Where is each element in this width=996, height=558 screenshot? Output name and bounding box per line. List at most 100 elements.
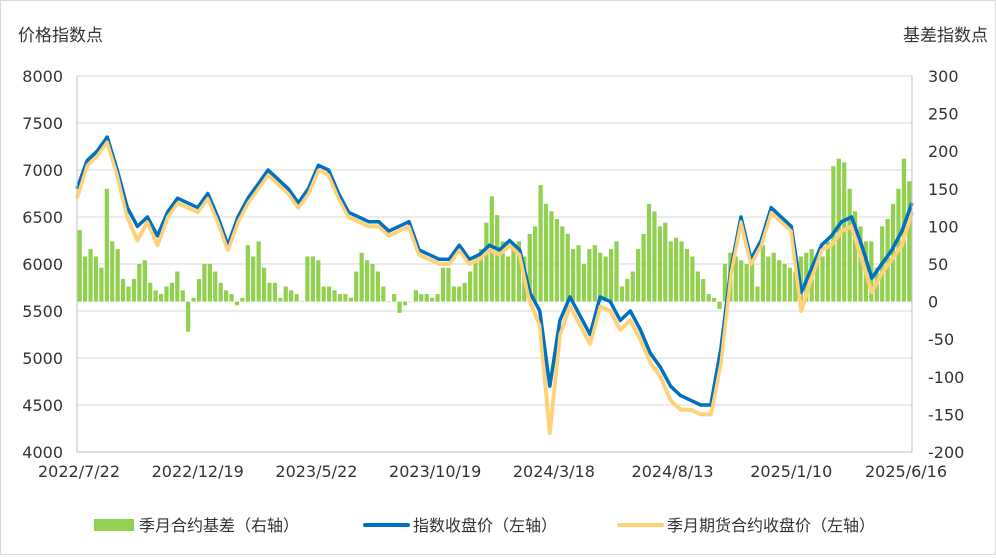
basis-bar [229, 294, 234, 302]
basis-bar [793, 271, 798, 302]
basis-bar [408, 301, 413, 303]
basis-bar [533, 226, 538, 302]
basis-bar [397, 301, 402, 313]
basis-bar [364, 260, 370, 302]
y-right-tick-label: -200 [928, 443, 964, 462]
basis-bar [641, 233, 646, 302]
y-right-tick-label: 300 [928, 67, 959, 86]
basis-bar [120, 279, 126, 302]
x-tick-label: 2024/3/18 [513, 462, 595, 481]
x-tick-label: 2023/5/22 [275, 462, 357, 481]
basis-bar [614, 241, 619, 302]
futures-close-line-overlay [75, 140, 914, 435]
basis-bar [110, 241, 115, 302]
basis-bar [137, 264, 142, 302]
basis-bar [354, 271, 359, 302]
basis-bar [657, 226, 662, 302]
basis-bar [858, 226, 863, 302]
basis-bar [142, 260, 147, 302]
y-left-tick-label: 4000 [22, 443, 63, 462]
y-right-tick-label: 250 [928, 105, 959, 124]
basis-bar [711, 297, 717, 302]
y-right-tick-label: 100 [928, 217, 959, 236]
basis-bar [191, 297, 196, 302]
x-tick-label: 2022/12/19 [152, 462, 244, 481]
legend-label-index: 指数收盘价（左轴） [413, 516, 557, 535]
basis-bar [327, 286, 332, 302]
basis-bar [744, 264, 749, 302]
basis-bar [619, 286, 625, 302]
basis-bar [294, 294, 299, 302]
basis-bar [815, 260, 820, 302]
basis-bar [283, 286, 288, 302]
basis-bar [722, 264, 728, 302]
basis-bar [419, 294, 424, 302]
basis-bar [907, 181, 912, 302]
basis-bar [576, 245, 581, 302]
y-left-tick-label: 4500 [22, 396, 63, 415]
basis-bar [321, 286, 326, 302]
basis-bar [343, 294, 348, 302]
basis-bar [153, 290, 158, 302]
basis-bar [440, 267, 446, 302]
basis-bar [527, 233, 532, 302]
basis-bar [169, 282, 174, 302]
basis-bar [679, 241, 684, 302]
y-left-tick-label: 7500 [22, 114, 63, 133]
basis-bar [175, 271, 180, 302]
basis-bars [77, 158, 912, 332]
basis-bar [890, 203, 896, 302]
basis-bar [234, 301, 240, 306]
basis-bar [256, 241, 261, 302]
basis-bar [267, 282, 272, 302]
basis-bar [435, 294, 440, 302]
y-left-tick-label: 5500 [22, 302, 63, 321]
basis-bar [478, 248, 484, 302]
basis-bar [186, 301, 191, 332]
basis-bar [592, 245, 597, 302]
basis-bar [630, 271, 635, 302]
basis-bar [771, 252, 776, 302]
basis-bar [207, 264, 212, 302]
basis-bar [852, 211, 858, 302]
basis-bar [148, 282, 153, 302]
legend: 季月合约基差（右轴） 指数收盘价（左轴） 季月期货合约收盘价（左轴） [94, 516, 875, 535]
basis-bar [766, 256, 771, 302]
basis-bar [847, 188, 852, 302]
basis-bar [83, 256, 88, 302]
axes: 8000 7500 7000 6500 6000 5500 5000 4500 4000 300 2… [22, 67, 964, 481]
basis-bar [392, 294, 397, 302]
basis-bar [608, 248, 614, 302]
basis-bar [202, 264, 207, 302]
y-right-tick-label: 0 [928, 293, 938, 312]
basis-bar [652, 211, 657, 302]
y-right-tick-label: -50 [928, 330, 954, 349]
price-lines [75, 135, 914, 436]
basis-bar [310, 256, 315, 302]
y-left-tick-label: 8000 [22, 67, 63, 86]
basis-bar [126, 286, 131, 302]
basis-bar [278, 297, 283, 302]
x-tick-label: 2023/10/19 [389, 462, 481, 481]
basis-bar [272, 282, 278, 302]
basis-bar [581, 264, 587, 302]
basis-bar [451, 286, 456, 302]
y-left-tick-label: 6500 [22, 208, 63, 227]
basis-bar [825, 241, 831, 302]
basis-bar [511, 248, 516, 302]
basis-bar [240, 297, 245, 302]
basis-bar [467, 271, 473, 302]
x-tick-label: 2024/8/13 [632, 462, 714, 481]
y-right-tick-label: -100 [928, 368, 964, 387]
basis-bar [787, 267, 793, 302]
basis-bar [733, 256, 738, 302]
basis-bar [755, 286, 760, 302]
legend-label-futures: 季月期货合约收盘价（左轴） [667, 516, 875, 535]
basis-bar [516, 241, 522, 302]
basis-bar [337, 294, 343, 302]
basis-bar [554, 218, 559, 302]
basis-bar [473, 256, 478, 302]
y-right-tick-label: 50 [928, 255, 948, 274]
basis-bar [93, 256, 99, 302]
basis-bar [430, 297, 435, 302]
